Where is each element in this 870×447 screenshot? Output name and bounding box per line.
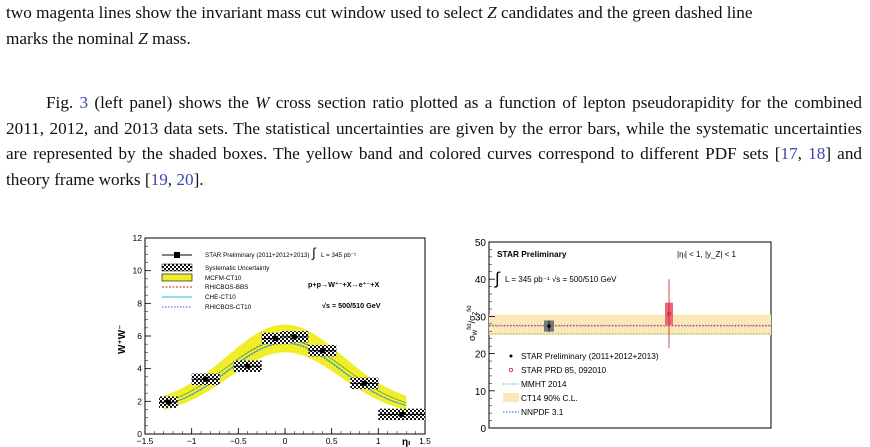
legend-rhicbos-ct10: RHICBOS-CT10 [205, 304, 252, 311]
paragraph-2: Fig. 3 (left panel) shows the W cross se… [6, 93, 863, 189]
data-point [291, 334, 297, 340]
data-point [361, 380, 367, 386]
citation-link-17[interactable]: 17 [780, 144, 798, 163]
left-ylabel: W⁺W⁻ [117, 325, 128, 354]
star-data-point [547, 324, 551, 328]
y-tick-label: 6 [137, 331, 142, 341]
data-point [399, 411, 405, 417]
right-y-tick-label: 10 [475, 387, 487, 398]
rlegend-nnpdf: NNPDF 3.1 [521, 407, 564, 417]
w-z-ratio-plot: 0 10 20 30 40 50 STAR Preliminary |ηₗ| < 1, |… [467, 238, 772, 435]
w-ratio-plot: −1.5 −1 −0.5 0 0.5 1 1.5 0 2 4 6 8 10 12 STAR Prelimi… [117, 233, 431, 447]
rlegend-ct14: CT14 90% C.L. [521, 393, 578, 403]
rlegend-prd: STAR PRD 85, 092010 [521, 365, 607, 375]
rlegend-star: STAR Preliminary (2011+2012+2013) [521, 351, 659, 361]
right-title: STAR Preliminary [497, 249, 567, 259]
x-tick-label: −1 [187, 436, 197, 446]
integral-sign: ∫ [311, 245, 317, 260]
x-tick-label: −0.5 [230, 436, 247, 446]
rlegend-mmht: MMHT 2014 [521, 379, 567, 389]
figure-ref-link[interactable]: 3 [79, 93, 89, 112]
right-y-tick-label: 40 [475, 275, 487, 286]
ct14-band [489, 314, 771, 335]
left-xlabel: ηₗ [402, 437, 410, 447]
legend-star: STAR Preliminary (2011+2012+2013) [205, 252, 309, 259]
y-tick-label: 10 [133, 266, 143, 276]
data-point [203, 376, 209, 382]
data-point [245, 363, 251, 369]
legend-lumi: L = 345 pb⁻¹ [321, 252, 356, 259]
x-tick-label: 0 [283, 436, 288, 446]
legend-mcfm: MCFM-CT10 [205, 275, 242, 282]
right-y-tick-label: 20 [475, 350, 487, 361]
data-point [319, 348, 325, 354]
prd-data-point [666, 311, 671, 316]
data-point [165, 399, 171, 405]
paragraph-1: two magenta lines show the invariant mas… [6, 3, 753, 48]
y-tick-label: 12 [133, 233, 143, 243]
process-annotation: p+p→W⁺⁻+X→e⁺⁻+X [308, 280, 379, 289]
y-tick-label: 0 [137, 429, 142, 439]
citation-link-19[interactable]: 19 [150, 169, 168, 189]
legend-rhicbos-bbs: RHICBOS-BBS [205, 284, 248, 291]
right-legend: STAR Preliminary (2011+2012+2013) STAR P… [503, 351, 659, 417]
x-tick-label: 1.5 [419, 436, 431, 446]
y-tick-label: 2 [137, 396, 142, 406]
legend-che: CHE-CT10 [205, 294, 236, 301]
energy-annotation: √s = 500/510 GeV [322, 301, 381, 310]
y-tick-label: 4 [137, 364, 142, 374]
right-y-tick-label: 0 [480, 424, 486, 435]
citation-link-18[interactable]: 18 [808, 144, 826, 163]
y-tick-label: 8 [137, 298, 142, 308]
x-tick-label: −1.5 [137, 436, 154, 446]
x-tick-label: 0.5 [326, 436, 338, 446]
left-legend: STAR Preliminary (2011+2012+2013) ∫ L = … [161, 245, 356, 311]
right-y-tick-label: 50 [475, 238, 487, 249]
citation-link-20[interactable]: 20 [176, 169, 194, 189]
lumi-label: L = 345 pb⁻¹ √s = 500/510 GeV [505, 275, 617, 284]
cut-label: |ηₗ| < 1, |y_Z| < 1 [677, 250, 737, 259]
integral-sign-right: ∫ [494, 269, 501, 288]
right-y-tick-label: 30 [475, 312, 487, 323]
x-tick-label: 1 [376, 436, 381, 446]
legend-sys: Systematic Uncertainty [205, 265, 270, 272]
data-point [273, 335, 279, 341]
